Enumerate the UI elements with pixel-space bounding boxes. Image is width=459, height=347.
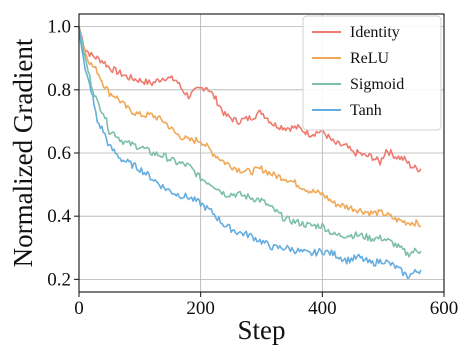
- y-axis-title: Normalized Gradient: [8, 38, 38, 267]
- axes: [74, 13, 445, 297]
- x-axis-title: Step: [237, 315, 285, 345]
- legend: Identity ReLU Sigmoid Tanh: [302, 15, 442, 131]
- y-tick-label: 0.4: [47, 206, 71, 227]
- y-tick-label: 0.8: [47, 80, 71, 101]
- tick-labels: 0 200 400 600 0.2 0.4 0.6 0.8 1.0: [47, 17, 458, 319]
- y-tick-label: 1.0: [47, 17, 71, 38]
- series-line-sigmoid: [78, 26, 422, 258]
- x-tick-label: 0: [74, 298, 84, 319]
- series-line-identity: [78, 26, 422, 173]
- legend-label: Sigmoid: [350, 76, 404, 93]
- x-tick-label: 400: [308, 298, 337, 319]
- series-line-tanh: [78, 26, 422, 279]
- legend-box: [302, 15, 442, 131]
- series-line-relu: [78, 26, 422, 228]
- y-tick-label: 0.6: [47, 143, 71, 164]
- x-tick-label: 600: [430, 298, 459, 319]
- legend-label: ReLU: [350, 50, 390, 67]
- series-lines: [78, 26, 422, 279]
- legend-label: Tanh: [350, 102, 382, 119]
- legend-label: Identity: [350, 24, 400, 41]
- y-tick-label: 0.2: [47, 269, 71, 290]
- x-tick-label: 200: [186, 298, 215, 319]
